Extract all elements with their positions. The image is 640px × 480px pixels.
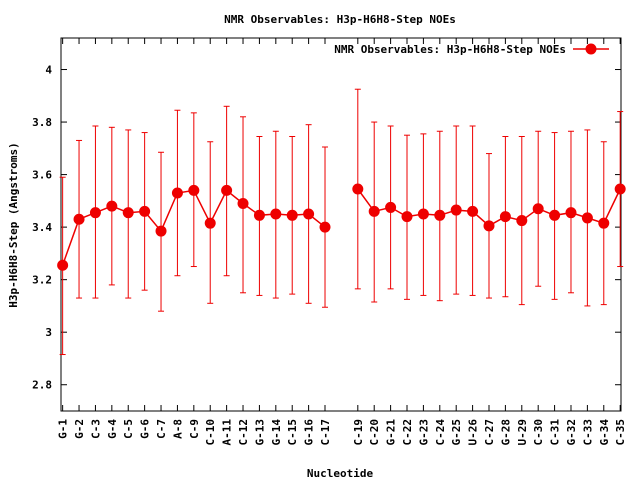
data-point xyxy=(467,205,479,217)
data-point xyxy=(549,209,561,221)
x-tick-label: C-24 xyxy=(434,419,447,446)
x-tick-label: C-10 xyxy=(204,419,217,446)
x-tick-label: C-22 xyxy=(401,419,414,446)
data-point xyxy=(352,183,364,195)
x-tick-label: G-32 xyxy=(565,419,578,446)
x-tick-label: C-17 xyxy=(319,419,332,446)
data-point xyxy=(417,208,429,220)
y-tick-label: 4 xyxy=(45,64,52,77)
x-tick-label: G-16 xyxy=(303,419,316,446)
data-point xyxy=(516,215,528,227)
x-tick-label: G-6 xyxy=(139,419,152,439)
data-point xyxy=(401,211,413,223)
data-point xyxy=(221,184,233,196)
data-point xyxy=(532,203,544,215)
legend-label: NMR Observables: H3p-H6H8-Step NOEs xyxy=(334,43,566,56)
legend: NMR Observables: H3p-H6H8-Step NOEs xyxy=(334,43,609,56)
data-point xyxy=(614,183,626,195)
x-tick-label: C-31 xyxy=(549,419,562,446)
x-tick-label: A-8 xyxy=(171,419,184,439)
data-point xyxy=(368,205,380,217)
chart-title: NMR Observables: H3p-H6H8-Step NOEs xyxy=(224,13,456,26)
data-point xyxy=(73,213,85,225)
data-point xyxy=(188,184,200,196)
x-tick-label: C-12 xyxy=(237,419,250,446)
y-tick-label: 3.6 xyxy=(32,169,52,182)
data-point xyxy=(253,209,265,221)
x-tick-label: C-7 xyxy=(155,419,168,439)
x-tick-label: G-14 xyxy=(270,419,283,446)
data-point xyxy=(171,187,183,199)
data-point xyxy=(581,212,593,224)
x-tick-label: C-20 xyxy=(368,419,381,446)
y-tick-label: 3.4 xyxy=(32,221,52,234)
x-tick-label: C-35 xyxy=(614,419,627,446)
data-point xyxy=(106,200,118,212)
data-point xyxy=(139,205,151,217)
x-tick-label: C-27 xyxy=(483,419,496,446)
data-point xyxy=(204,217,216,229)
data-point xyxy=(89,207,101,219)
x-tick-label: G-21 xyxy=(385,419,398,446)
data-point xyxy=(57,259,69,271)
x-tick-label: G-13 xyxy=(253,419,266,446)
x-tick-label: G-28 xyxy=(499,419,512,446)
data-point xyxy=(122,207,134,219)
x-tick-label: U-26 xyxy=(467,419,480,446)
y-tick-label: 2.8 xyxy=(32,379,52,392)
y-axis-label-group: H3p-H6H8-Step (Angstroms) xyxy=(7,142,20,308)
x-tick-label: C-19 xyxy=(352,419,365,446)
data-point xyxy=(286,209,298,221)
y-tick-label: 3.8 xyxy=(32,116,52,129)
x-tick-label: C-9 xyxy=(188,419,201,439)
data-point xyxy=(450,204,462,216)
data-point xyxy=(270,208,282,220)
x-tick-label: G-34 xyxy=(598,419,611,446)
data-point xyxy=(385,201,397,213)
plot-frame xyxy=(60,37,622,412)
x-tick-label: U-29 xyxy=(516,419,529,446)
legend-marker xyxy=(585,43,597,55)
y-axis-label: H3p-H6H8-Step (Angstroms) xyxy=(7,142,20,308)
y-tick-label: 3 xyxy=(45,326,52,339)
x-tick-label: G-25 xyxy=(450,419,463,446)
x-axis-label: Nucleotide xyxy=(307,467,374,480)
data-point xyxy=(483,220,495,232)
x-tick-label: C-5 xyxy=(122,419,135,439)
plot-area: 2.833.23.43.63.84G-1 G-2 C-3 G-4 C-5 G-6 C-7 A-… xyxy=(32,37,627,446)
data-point xyxy=(155,225,167,237)
data-point xyxy=(598,217,610,229)
x-tick-label: C-15 xyxy=(286,419,299,446)
x-tick-label: G-4 xyxy=(106,419,119,439)
data-point xyxy=(303,208,315,220)
x-tick-label: G-23 xyxy=(417,419,430,446)
y-tick-label: 3.2 xyxy=(32,274,52,287)
data-point xyxy=(499,211,511,223)
x-tick-label: C-3 xyxy=(89,419,102,439)
data-point xyxy=(319,221,331,233)
data-point xyxy=(434,209,446,221)
x-tick-label: C-30 xyxy=(532,419,545,446)
x-tick-label: G-2 xyxy=(73,419,86,439)
data-point xyxy=(237,197,249,209)
x-tick-label: C-33 xyxy=(581,419,594,446)
x-tick-label: A-11 xyxy=(221,419,234,446)
data-point xyxy=(565,207,577,219)
x-tick-label: G-1 xyxy=(57,419,70,439)
